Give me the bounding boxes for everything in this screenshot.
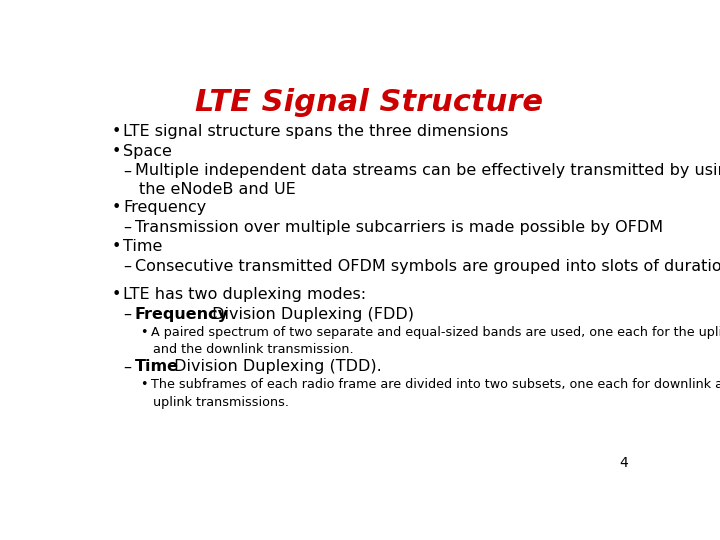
Text: •: •	[111, 200, 120, 215]
Text: –: –	[124, 220, 132, 235]
Text: LTE has two duplexing modes:: LTE has two duplexing modes:	[124, 287, 366, 302]
Text: •: •	[140, 379, 148, 392]
Text: •: •	[111, 239, 120, 254]
Text: Division Duplexing (FDD): Division Duplexing (FDD)	[207, 307, 415, 322]
Text: Multiple independent data streams can be effectively transmitted by using MIMO a: Multiple independent data streams can be…	[135, 163, 720, 178]
Text: –: –	[124, 259, 132, 274]
Text: •: •	[111, 144, 120, 159]
Text: and the downlink transmission.: and the downlink transmission.	[153, 343, 354, 356]
Text: A paired spectrum of two separate and equal-sized bands are used, one each for t: A paired spectrum of two separate and eq…	[151, 326, 720, 339]
Text: LTE Signal Structure: LTE Signal Structure	[195, 87, 543, 117]
Text: Transmission over multiple subcarriers is made possible by OFDM: Transmission over multiple subcarriers i…	[135, 220, 663, 235]
Text: •: •	[111, 287, 120, 302]
Text: Consecutive transmitted OFDM symbols are grouped into slots of duration 0.5 ms: Consecutive transmitted OFDM symbols are…	[135, 259, 720, 274]
Text: •: •	[140, 326, 148, 339]
Text: Space: Space	[124, 144, 172, 159]
Text: •: •	[111, 124, 120, 139]
Text: –: –	[124, 360, 132, 374]
Text: Division Duplexing (TDD).: Division Duplexing (TDD).	[168, 360, 382, 374]
Text: The subframes of each radio frame are divided into two subsets, one each for dow: The subframes of each radio frame are di…	[151, 379, 720, 392]
Text: Frequency: Frequency	[124, 200, 207, 215]
Text: Time: Time	[124, 239, 163, 254]
Text: Frequency: Frequency	[135, 307, 229, 322]
Text: LTE signal structure spans the three dimensions: LTE signal structure spans the three dim…	[124, 124, 509, 139]
Text: –: –	[124, 163, 132, 178]
Text: the eNodeB and UE: the eNodeB and UE	[138, 183, 295, 197]
Text: –: –	[124, 307, 132, 322]
Text: uplink transmissions.: uplink transmissions.	[153, 396, 289, 409]
Text: 4: 4	[620, 456, 629, 470]
Text: Time: Time	[135, 360, 179, 374]
